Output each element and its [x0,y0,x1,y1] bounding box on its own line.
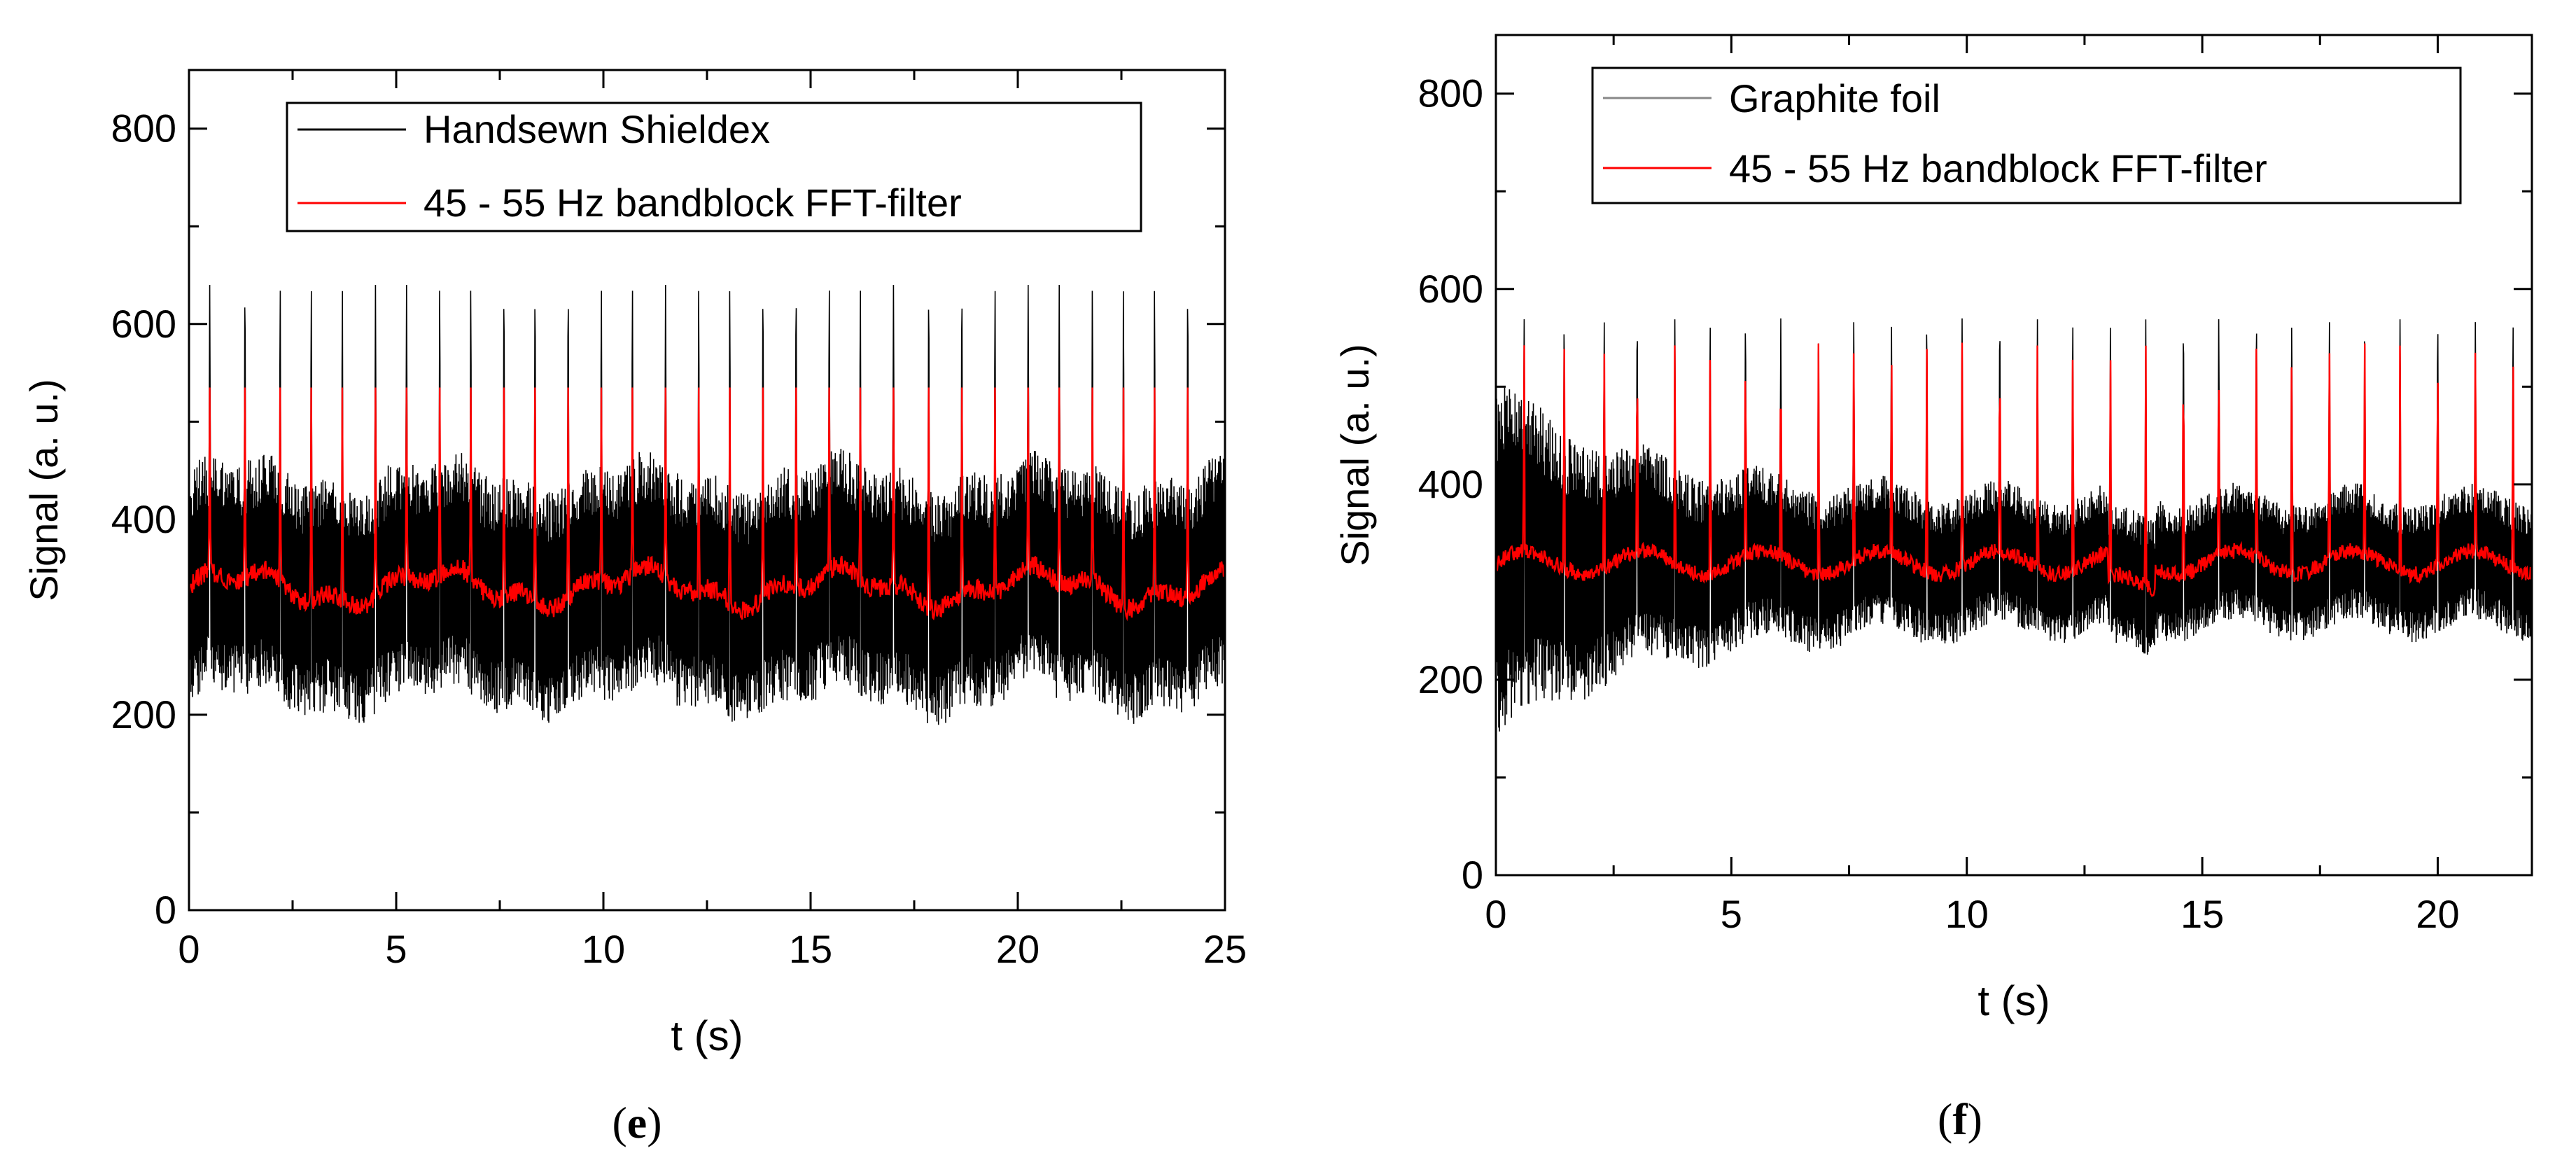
y-tick-label-e: 0 [155,888,176,932]
series-layer-f [1494,318,2533,768]
y-tick-label-f: 200 [1418,657,1483,702]
series-line-e-0 [188,284,1226,793]
legend-label-e-1: 45 - 55 Hz bandblock FFT-filter [424,181,962,225]
y-tick-label-f: 0 [1462,853,1483,897]
series-line-f-0 [1495,318,2533,768]
panel-letter-f: (f) [1938,1094,1982,1144]
legend-label-f-1: 45 - 55 Hz bandblock FFT-filter [1729,146,2267,190]
x-tick-label-e: 20 [996,927,1040,971]
y-tick-label-e: 400 [111,497,176,541]
xlabel-e: t (s) [671,1012,743,1059]
x-tick-label-e: 15 [789,927,832,971]
y-tick-label-e: 600 [111,302,176,346]
y-tick-label-f: 800 [1418,71,1483,116]
y-tick-label-e: 200 [111,692,176,737]
tick-layer-e: 0 5 10 15 20 25 0 200 400 600 800 [111,70,1247,971]
plot-frame-f [1494,34,2533,877]
x-tick-label-f: 0 [1485,892,1506,936]
x-tick-label-f: 10 [1945,892,1989,936]
series-line-f-1 [1494,342,2533,597]
x-tick-label-e: 10 [582,927,625,971]
legend-e: Handsewn Shieldex 45 - 55 Hz bandblock F… [286,102,1142,232]
x-tick-label-f: 15 [2180,892,2224,936]
series-layer-e [188,284,1226,793]
chart-panel-e: 0 5 10 15 20 25 0 200 400 600 800 Signal (a. u.) t… [22,69,1247,1147]
ylabel-f: Signal (a. u.) [1333,344,1377,566]
y-tick-label-f: 400 [1418,462,1483,506]
y-tick-label-f: 600 [1418,267,1483,311]
legend-box-f [1591,67,2462,204]
legend-box-e [286,102,1142,232]
x-tick-label-e: 25 [1203,927,1247,971]
ylabel-e: Signal (a. u.) [22,379,66,601]
x-tick-label-f: 20 [2416,892,2459,936]
x-tick-label-f: 5 [1721,892,1742,936]
legend-label-f-0: Graphite foil [1729,76,1940,120]
legend-label-e-0: Handsewn Shieldex [424,107,770,151]
legend-f: Graphite foil 45 - 55 Hz bandblock FFT-f… [1591,67,2462,204]
x-tick-label-e: 0 [178,927,200,971]
series-line-e-1 [188,387,1226,622]
y-tick-label-e: 800 [111,106,176,151]
panel-letter-e: (e) [612,1098,662,1147]
x-tick-label-e: 5 [385,927,407,971]
xlabel-f: t (s) [1977,977,2050,1024]
